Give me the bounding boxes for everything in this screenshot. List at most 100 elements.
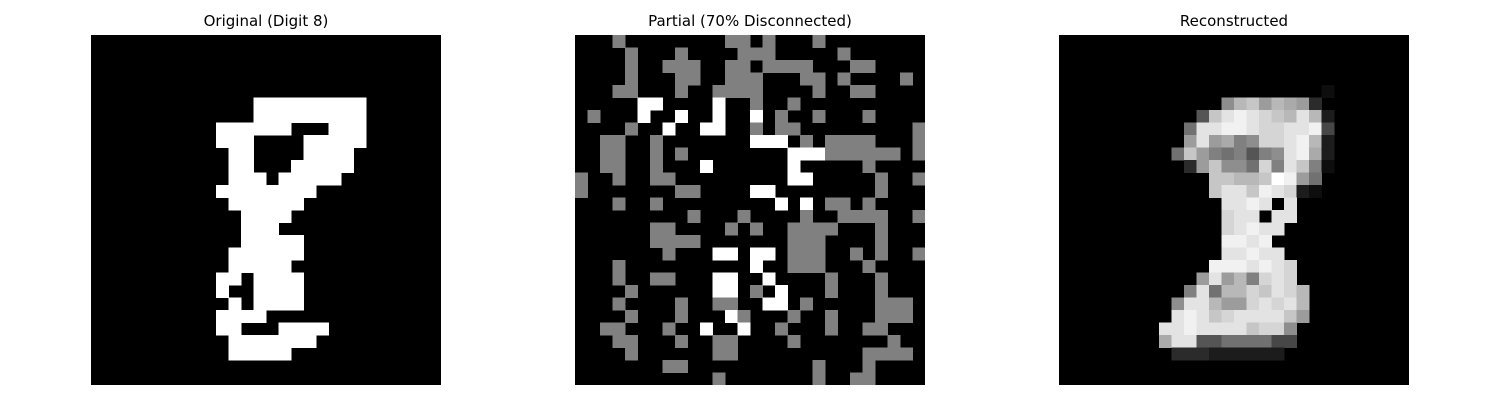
pixel <box>750 97 763 111</box>
pixel <box>862 322 876 336</box>
pixel <box>216 285 229 298</box>
pixel <box>1234 335 1247 348</box>
reconstructed-digit-image <box>1059 35 1409 385</box>
pixel <box>266 210 279 223</box>
pixel <box>1221 147 1235 161</box>
pixel <box>1284 322 1297 336</box>
pixel <box>1234 185 1247 198</box>
pixel <box>291 335 304 348</box>
pixel <box>228 197 242 211</box>
pixel <box>875 297 888 311</box>
pixel <box>1284 97 1297 111</box>
pixel <box>341 110 354 123</box>
pixel <box>1284 335 1297 348</box>
pixel <box>1296 110 1310 123</box>
pixel <box>1271 122 1285 136</box>
pixel <box>875 235 888 248</box>
pixel <box>737 60 751 73</box>
pixel <box>862 135 876 148</box>
pixel <box>625 72 638 86</box>
pixel <box>762 297 776 311</box>
pixel <box>800 260 813 273</box>
pixel <box>1259 122 1272 136</box>
pixel <box>1184 122 1197 136</box>
pixel <box>650 235 663 248</box>
pixel <box>1284 110 1297 123</box>
pixel <box>612 135 626 148</box>
pixel <box>825 222 838 236</box>
pixel <box>725 310 738 323</box>
pixel <box>862 347 876 361</box>
pixel <box>675 85 688 98</box>
pixel <box>228 247 242 261</box>
pixel <box>1221 272 1235 286</box>
pixel <box>278 110 292 123</box>
pixel <box>787 310 801 323</box>
pixel <box>712 285 726 298</box>
pixel <box>241 210 254 223</box>
pixel <box>278 260 292 273</box>
pixel <box>228 260 242 273</box>
pixel <box>850 85 863 98</box>
pixel <box>1184 335 1197 348</box>
pixel <box>1309 185 1322 198</box>
pixel <box>625 335 638 348</box>
pixel <box>712 97 726 111</box>
pixel <box>1259 310 1272 323</box>
pixel <box>266 272 279 286</box>
pixel <box>600 147 613 161</box>
pixel <box>1296 135 1310 148</box>
pixel <box>1196 272 1210 286</box>
pixel <box>712 85 726 98</box>
pixel <box>675 335 688 348</box>
pixel <box>1259 347 1272 361</box>
pixel <box>625 85 638 98</box>
pixel <box>1284 210 1297 223</box>
pixel <box>1246 110 1260 123</box>
pixel <box>675 110 688 123</box>
pixel <box>787 60 801 73</box>
pixel <box>600 322 613 336</box>
pixel <box>1259 185 1272 198</box>
pixel <box>1259 172 1272 186</box>
pixel <box>253 185 267 198</box>
pixel <box>1246 210 1260 223</box>
pixel <box>253 347 267 361</box>
pixel <box>850 60 863 73</box>
pixel <box>341 135 354 148</box>
pixel <box>1271 160 1285 173</box>
pixel <box>650 135 663 148</box>
pixel <box>316 160 329 173</box>
pixel <box>687 210 701 223</box>
pixel <box>775 322 788 336</box>
pixel <box>1259 272 1272 286</box>
pixel <box>228 322 242 336</box>
pixel <box>812 147 826 161</box>
pixel <box>291 160 304 173</box>
pixel <box>862 85 876 98</box>
pixel <box>700 122 713 136</box>
pixel <box>812 360 826 373</box>
pixel <box>787 260 801 273</box>
pixel <box>266 197 279 211</box>
pixel <box>1196 285 1210 298</box>
pixel <box>303 172 317 186</box>
pixel <box>291 285 304 298</box>
pixel <box>787 335 801 348</box>
pixel <box>278 347 292 361</box>
pixel <box>825 272 838 286</box>
pixel <box>762 47 776 61</box>
pixel <box>1234 222 1247 236</box>
pixel <box>278 272 292 286</box>
pixel <box>1234 172 1247 186</box>
pixel <box>1234 260 1247 273</box>
pixel <box>1259 97 1272 111</box>
pixel <box>228 310 242 323</box>
pixel <box>1234 297 1247 311</box>
pixel <box>1221 185 1235 198</box>
pixel <box>253 210 267 223</box>
pixel <box>837 147 851 161</box>
pixel <box>253 335 267 348</box>
pixel <box>837 197 851 211</box>
pixel <box>1259 110 1272 123</box>
